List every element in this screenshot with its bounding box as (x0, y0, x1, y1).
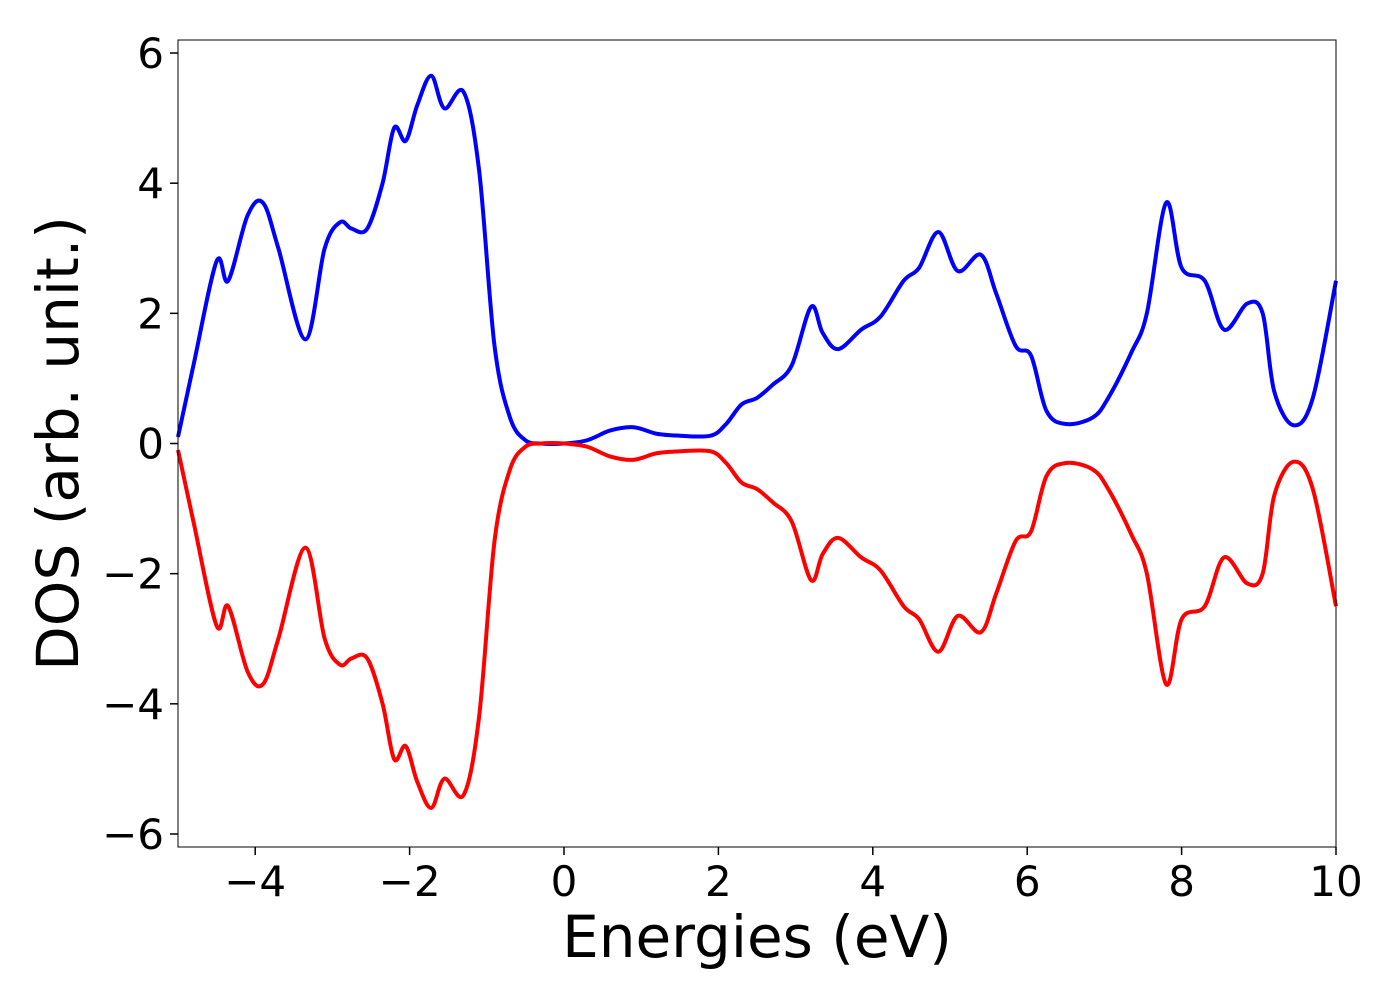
x-axis-title: Energies (eV) (562, 903, 952, 971)
plot-frame (177, 39, 1337, 848)
x-tick-label: 6 (1014, 857, 1041, 906)
x-tick-label: 2 (705, 857, 732, 906)
y-tick-label: 2 (137, 289, 164, 338)
x-tick-label: 8 (1168, 857, 1195, 906)
y-axis-title: DOS (arb. unit.) (24, 216, 92, 671)
y-tick-label: −6 (102, 810, 164, 859)
y-tick-label: −2 (102, 550, 164, 599)
y-tick-label: −4 (102, 680, 164, 729)
x-tick-label: −2 (379, 857, 441, 906)
x-axis-ticks: −4 −2 0 2 4 6 8 10 (224, 847, 1363, 906)
x-tick-label: 10 (1309, 857, 1362, 906)
y-tick-label: 0 (137, 420, 164, 469)
x-tick-label: 4 (859, 857, 886, 906)
plot-lines (176, 73, 1338, 810)
x-tick-label: −4 (224, 857, 286, 906)
y-tick-label: 6 (137, 29, 164, 78)
y-tick-label: 4 (137, 159, 164, 208)
series-line-0 (176, 73, 1338, 446)
y-axis-ticks: −6 −4 −2 0 2 4 6 (102, 29, 178, 859)
series-line-1 (176, 441, 1338, 810)
x-tick-label: 0 (551, 857, 578, 906)
